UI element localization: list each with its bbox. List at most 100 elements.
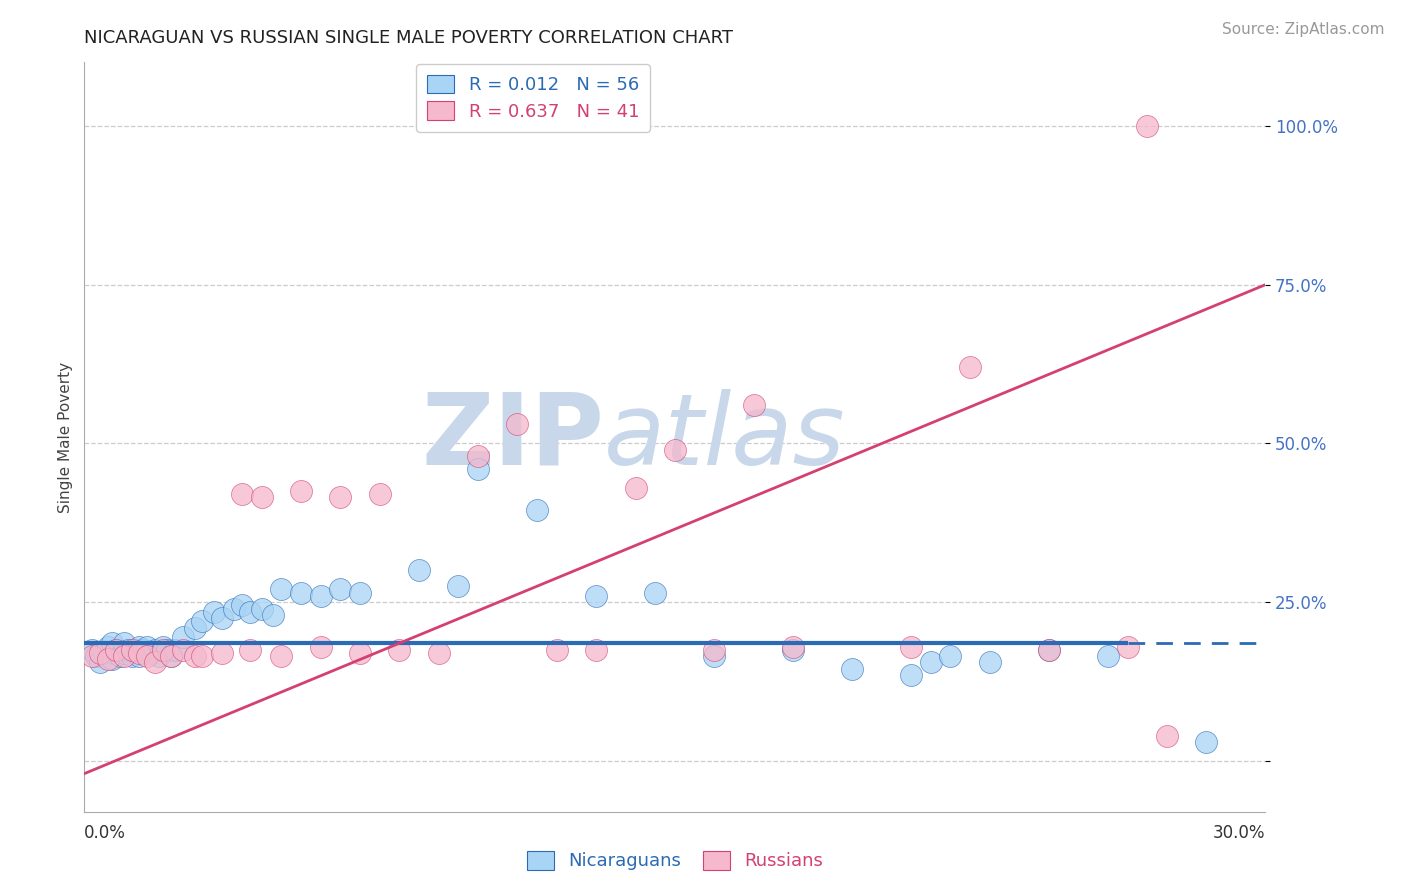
- Point: [231, 487, 253, 501]
- Point: [93, 646, 115, 660]
- Point: [349, 646, 371, 660]
- Point: [467, 462, 489, 476]
- Point: [82, 642, 104, 657]
- Point: [172, 642, 194, 657]
- Point: [447, 579, 470, 593]
- Point: [97, 652, 120, 666]
- Point: [231, 599, 253, 613]
- Point: [1195, 735, 1218, 749]
- Point: [900, 640, 922, 654]
- Point: [82, 649, 104, 664]
- Point: [97, 640, 120, 654]
- Point: [262, 607, 284, 622]
- Point: [152, 642, 174, 657]
- Point: [121, 642, 143, 657]
- Point: [290, 484, 312, 499]
- Point: [143, 642, 166, 657]
- Point: [782, 642, 804, 657]
- Point: [644, 585, 666, 599]
- Point: [388, 642, 411, 657]
- Point: [1156, 729, 1178, 743]
- Point: [959, 360, 981, 375]
- Point: [148, 649, 170, 664]
- Point: [191, 649, 214, 664]
- Point: [526, 503, 548, 517]
- Point: [742, 398, 765, 412]
- Point: [104, 642, 127, 657]
- Point: [191, 614, 214, 628]
- Point: [290, 585, 312, 599]
- Point: [136, 640, 159, 654]
- Point: [250, 491, 273, 505]
- Point: [143, 656, 166, 670]
- Point: [101, 636, 124, 650]
- Point: [664, 442, 686, 457]
- Point: [222, 601, 245, 615]
- Point: [624, 481, 647, 495]
- Point: [104, 642, 127, 657]
- Point: [121, 649, 143, 664]
- Point: [703, 642, 725, 657]
- Point: [141, 646, 163, 660]
- Point: [108, 649, 131, 664]
- Point: [585, 589, 607, 603]
- Point: [1038, 642, 1060, 657]
- Y-axis label: Single Male Poverty: Single Male Poverty: [58, 361, 73, 513]
- Point: [329, 491, 352, 505]
- Point: [841, 662, 863, 676]
- Point: [183, 649, 205, 664]
- Text: 30.0%: 30.0%: [1213, 824, 1265, 842]
- Point: [128, 640, 150, 654]
- Point: [132, 642, 155, 657]
- Point: [211, 611, 233, 625]
- Point: [172, 630, 194, 644]
- Point: [703, 649, 725, 664]
- Point: [112, 646, 135, 660]
- Point: [939, 649, 962, 664]
- Point: [979, 656, 1001, 670]
- Text: 0.0%: 0.0%: [84, 824, 127, 842]
- Point: [183, 621, 205, 635]
- Point: [270, 649, 292, 664]
- Point: [329, 582, 352, 597]
- Point: [506, 417, 529, 432]
- Point: [202, 605, 225, 619]
- Point: [211, 646, 233, 660]
- Point: [408, 563, 430, 577]
- Point: [160, 649, 183, 664]
- Point: [427, 646, 450, 660]
- Point: [309, 640, 332, 654]
- Text: ZIP: ZIP: [422, 389, 605, 485]
- Point: [250, 601, 273, 615]
- Point: [163, 642, 186, 657]
- Legend: Nicaraguans, Russians: Nicaraguans, Russians: [519, 844, 831, 878]
- Point: [1136, 119, 1159, 133]
- Text: Source: ZipAtlas.com: Source: ZipAtlas.com: [1222, 22, 1385, 37]
- Point: [239, 605, 262, 619]
- Point: [1097, 649, 1119, 664]
- Point: [128, 646, 150, 660]
- Point: [84, 649, 107, 664]
- Point: [900, 668, 922, 682]
- Point: [156, 642, 179, 657]
- Point: [309, 589, 332, 603]
- Point: [349, 585, 371, 599]
- Point: [101, 652, 124, 666]
- Text: NICARAGUAN VS RUSSIAN SINGLE MALE POVERTY CORRELATION CHART: NICARAGUAN VS RUSSIAN SINGLE MALE POVERT…: [84, 29, 734, 47]
- Text: atlas: atlas: [605, 389, 845, 485]
- Point: [782, 640, 804, 654]
- Point: [1116, 640, 1139, 654]
- Point: [136, 649, 159, 664]
- Point: [585, 642, 607, 657]
- Point: [546, 642, 568, 657]
- Point: [270, 582, 292, 597]
- Point: [89, 656, 111, 670]
- Point: [467, 449, 489, 463]
- Point: [112, 649, 135, 664]
- Point: [160, 649, 183, 664]
- Point: [89, 646, 111, 660]
- Point: [117, 642, 139, 657]
- Point: [1038, 642, 1060, 657]
- Point: [368, 487, 391, 501]
- Point: [124, 642, 146, 657]
